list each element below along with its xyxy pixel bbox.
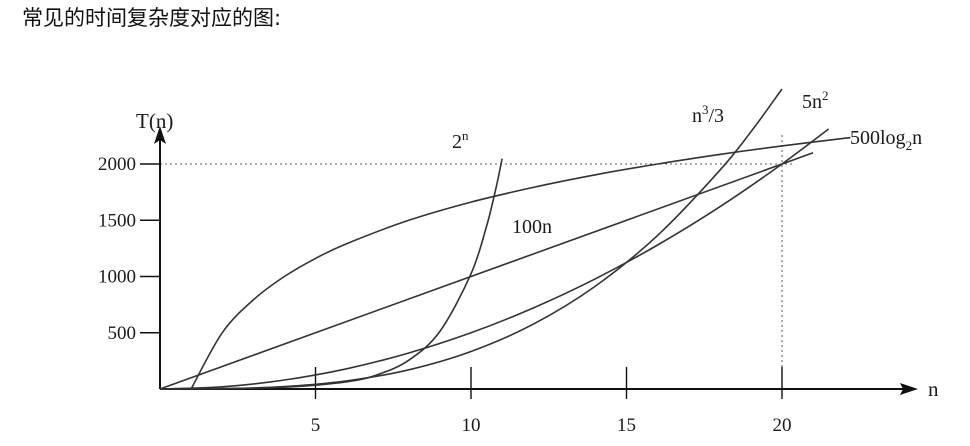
y-tick-label: 1000 bbox=[98, 267, 136, 288]
reference-lines bbox=[160, 135, 795, 389]
x-tick-label: 5 bbox=[311, 415, 321, 436]
y-tick-label: 500 bbox=[108, 323, 137, 344]
x-axis-label: n bbox=[928, 377, 939, 401]
series-label-0: 2n bbox=[452, 128, 469, 153]
x-axis-arrow bbox=[900, 383, 918, 395]
page-heading: 常见的时间复杂度对应的图: bbox=[22, 6, 282, 30]
y-tick-label: 2000 bbox=[98, 154, 136, 175]
x-tick-label: 10 bbox=[462, 415, 481, 436]
y-tick-label: 1500 bbox=[98, 210, 136, 231]
axes bbox=[140, 126, 918, 399]
series-line-3 bbox=[159, 152, 814, 390]
y-axis-label: T(n) bbox=[136, 109, 173, 133]
series-line-2 bbox=[159, 128, 830, 390]
series-label-1: n3/3 bbox=[692, 102, 724, 127]
y-axis-arrow bbox=[154, 126, 166, 144]
x-tick-label: 15 bbox=[617, 415, 636, 436]
labels: n T(n) 5 10 15 20 500 1000 1500 2000 2n n3/3 5n2 100n… bbox=[98, 88, 939, 436]
series-label-3: 100n bbox=[512, 216, 552, 238]
series-label-4: 500log2n bbox=[850, 127, 922, 153]
x-tick-label: 20 bbox=[773, 415, 792, 436]
series-line-1 bbox=[159, 88, 783, 390]
curves bbox=[159, 88, 851, 390]
series-line-0 bbox=[159, 158, 503, 390]
series-label-2: 5n2 bbox=[802, 88, 829, 113]
series-line-4 bbox=[190, 136, 851, 390]
